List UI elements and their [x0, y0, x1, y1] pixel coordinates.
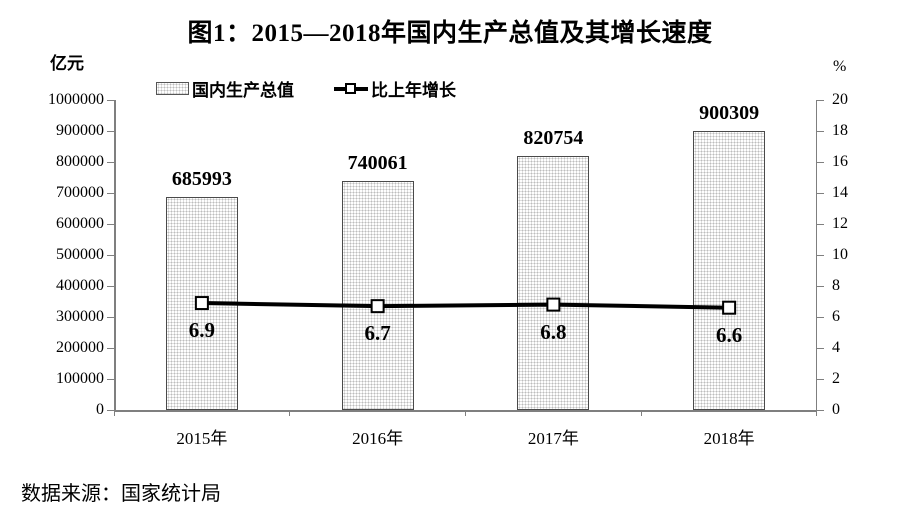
growth-value-label: 6.6: [716, 322, 743, 347]
bottom-axis-tick: [289, 410, 291, 416]
category-label: 2015年: [176, 429, 228, 448]
left-axis-tick-label: 600000: [56, 215, 104, 232]
left-axis-tick-label: 1000000: [48, 91, 104, 108]
bottom-axis-tick: [815, 410, 817, 416]
chart-title: 图1：2015—2018年国内生产总值及其增长速度: [187, 20, 713, 47]
right-axis-tick: [817, 347, 824, 349]
growth-value-label: 6.9: [188, 318, 215, 343]
left-axis-line: [114, 100, 116, 411]
line-marker-swatch-icon: [334, 82, 368, 96]
right-axis-tick: [817, 378, 824, 380]
right-axis-tick-label: 12: [832, 215, 848, 232]
right-axis-tick: [817, 161, 824, 163]
left-axis-tick-label: 0: [96, 401, 104, 418]
left-axis-tick: [107, 378, 114, 380]
right-axis-tick: [817, 285, 824, 287]
gdp-bar: [517, 155, 590, 410]
right-axis-line: [815, 100, 817, 411]
category-label: 2018年: [703, 429, 755, 448]
left-axis-tick-label: 200000: [56, 339, 104, 356]
right-axis-tick-label: 2: [832, 370, 840, 387]
left-axis-tick-label: 800000: [56, 153, 104, 170]
left-axis-unit-label: 亿元: [50, 54, 84, 73]
right-axis-tick: [817, 254, 824, 256]
left-axis-tick: [107, 130, 114, 132]
legend-label-growth: 比上年增长: [371, 81, 456, 100]
right-axis-tick: [817, 223, 824, 225]
legend-label-gdp: 国内生产总值: [192, 81, 294, 100]
growth-value-label: 6.8: [540, 319, 567, 344]
right-axis-tick-label: 8: [832, 277, 840, 294]
left-axis-tick-label: 500000: [56, 246, 104, 263]
category-label: 2017年: [527, 429, 579, 448]
right-axis-tick-label: 18: [832, 122, 848, 139]
left-axis-tick-label: 700000: [56, 184, 104, 201]
right-axis-tick: [817, 316, 824, 318]
bar-value-label: 900309: [699, 101, 760, 124]
right-axis-unit-label: %: [833, 58, 847, 75]
left-axis-tick: [107, 316, 114, 318]
right-axis-tick-label: 20: [832, 91, 848, 108]
left-axis-tick: [107, 254, 114, 256]
right-axis-tick-label: 14: [832, 184, 848, 201]
bar-value-label: 740061: [347, 151, 408, 174]
bottom-axis-tick: [640, 410, 642, 416]
left-axis-tick: [107, 161, 114, 163]
right-axis-tick: [817, 130, 824, 132]
left-axis-tick: [107, 347, 114, 349]
right-axis-tick-label: 10: [832, 246, 848, 263]
bar-value-label: 685993: [171, 168, 232, 191]
gdp-bar: [165, 197, 238, 410]
left-axis-tick-label: 900000: [56, 122, 104, 139]
growth-line: [194, 296, 737, 315]
legend-item-gdp: 国内生产总值: [156, 76, 294, 101]
left-axis-tick-label: 400000: [56, 277, 104, 294]
gdp-bar: [693, 130, 766, 410]
right-axis-tick-label: 0: [832, 401, 840, 418]
line-marker-square: [194, 296, 209, 311]
left-axis-tick-label: 100000: [56, 370, 104, 387]
plot-area: 0 100000 200000 300000 400000 500000 600000 700…: [48, 91, 848, 448]
line-marker-square: [722, 300, 737, 315]
legend-item-growth: 比上年增长: [334, 76, 456, 101]
gdp-bar: [341, 180, 414, 410]
line-marker-square: [546, 297, 561, 312]
right-axis-tick: [817, 192, 824, 194]
legend: 国内生产总值 比上年增长: [156, 76, 456, 101]
left-axis-tick: [107, 99, 114, 101]
bottom-axis-tick: [465, 410, 467, 416]
source-note: 数据来源：国家统计局: [21, 483, 221, 505]
right-axis-tick-label: 6: [832, 308, 840, 325]
left-axis-tick: [107, 409, 114, 411]
bottom-axis-tick: [113, 410, 115, 416]
left-axis-tick: [107, 192, 114, 194]
left-axis-tick-label: 300000: [56, 308, 104, 325]
bar-value-label: 820754: [523, 126, 584, 149]
growth-value-label: 6.7: [364, 321, 391, 346]
left-axis-tick: [107, 285, 114, 287]
right-axis-tick: [817, 409, 824, 411]
left-axis-tick: [107, 223, 114, 225]
right-axis-tick-label: 4: [832, 339, 840, 356]
category-label: 2016年: [352, 429, 404, 448]
right-axis-tick-label: 16: [832, 153, 848, 170]
line-marker-square: [370, 299, 385, 314]
bar-swatch-icon: [156, 82, 189, 95]
right-axis-tick: [817, 99, 824, 101]
